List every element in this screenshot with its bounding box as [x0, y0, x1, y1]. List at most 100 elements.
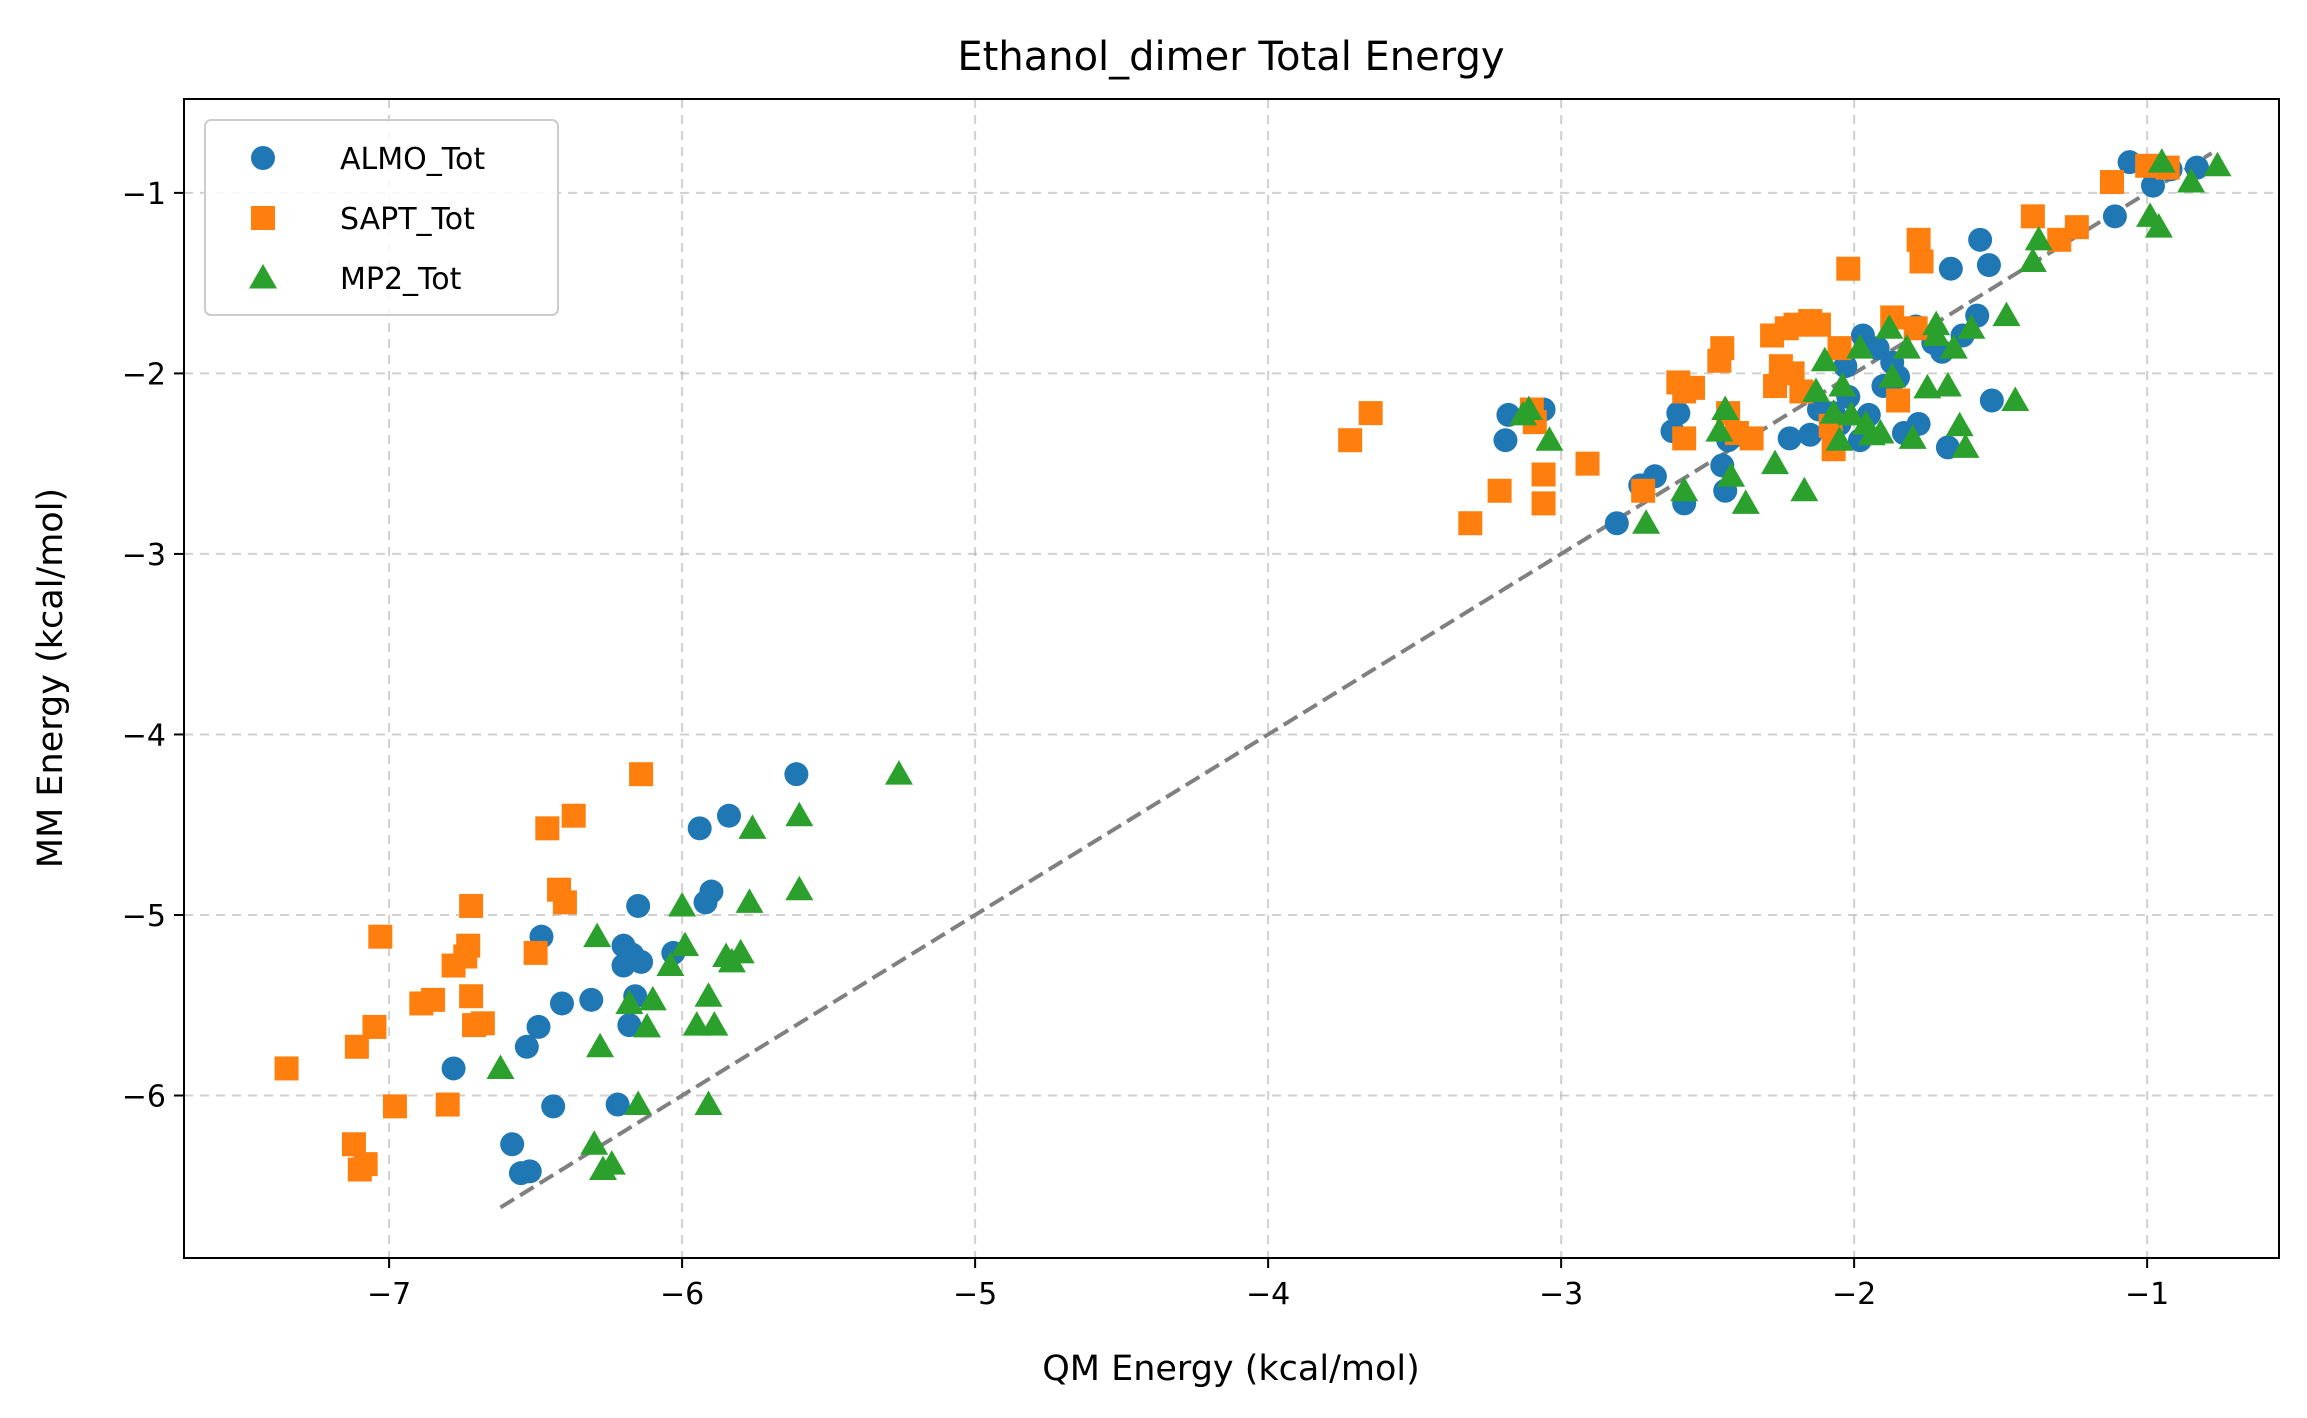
data-point	[1878, 363, 1907, 388]
legend: ALMO_Tot SAPT_Tot MP2_Tot	[204, 119, 559, 316]
data-point	[1810, 346, 1839, 372]
data-point	[2147, 148, 2176, 173]
data-point	[615, 989, 644, 1014]
y-tick-label: −2	[122, 357, 166, 392]
legend-marker-circle	[251, 146, 275, 170]
data-point	[1777, 426, 1802, 451]
data-point	[1631, 478, 1656, 503]
data-point	[526, 1014, 551, 1039]
data-point	[629, 762, 654, 787]
data-point	[274, 1056, 299, 1081]
data-point	[441, 1056, 466, 1081]
data-point	[1761, 449, 1790, 475]
data-point	[535, 816, 560, 841]
data-point	[459, 984, 484, 1009]
data-point	[1828, 372, 1857, 397]
data-point	[1632, 509, 1661, 534]
x-tick-label: −6	[660, 1277, 704, 1312]
data-point	[1945, 411, 1974, 437]
y-axis: −6 −5 −4 −3 −2 −1	[122, 177, 184, 1115]
gridlines	[184, 99, 2279, 1258]
series-sapt-tot	[274, 153, 2180, 1182]
data-point	[1825, 426, 1854, 451]
data-point	[1705, 417, 1734, 442]
data-point	[671, 931, 700, 957]
data-point	[694, 1090, 723, 1116]
data-point	[632, 1012, 661, 1038]
data-point	[1672, 426, 1697, 451]
data-point	[626, 893, 651, 918]
data-point	[1358, 401, 1383, 426]
data-point	[456, 933, 481, 958]
data-point	[541, 1094, 566, 1119]
data-point	[1968, 227, 1993, 252]
data-point	[2144, 213, 2173, 238]
x-tick-label: −3	[1539, 1277, 1583, 1312]
data-point	[738, 814, 767, 839]
identity-reference-line	[499, 151, 2213, 1210]
data-point	[1846, 334, 1874, 359]
data-point	[1514, 395, 1543, 421]
legend-marker-square	[251, 206, 275, 230]
data-point	[597, 1150, 626, 1175]
data-point	[1458, 511, 1483, 536]
data-point	[580, 1130, 609, 1155]
data-point	[2203, 151, 2232, 177]
data-point	[1922, 321, 1951, 346]
data-point	[517, 1159, 542, 1184]
data-point	[784, 762, 809, 787]
plot-frame	[183, 98, 2280, 1259]
data-points	[274, 148, 2232, 1186]
data-point	[549, 991, 574, 1016]
data-point	[638, 985, 667, 1011]
x-tick-label: −5	[953, 1277, 997, 1312]
data-point	[1575, 451, 1600, 476]
data-point	[1806, 312, 1831, 337]
data-point	[687, 816, 712, 841]
data-point	[1938, 256, 1963, 281]
x-tick-label: −2	[1832, 1277, 1876, 1312]
data-point	[1710, 336, 1735, 361]
data-point	[2177, 168, 2206, 193]
data-point	[1802, 377, 1831, 402]
data-point	[1976, 253, 2001, 278]
data-point	[1739, 426, 1764, 451]
data-point	[1711, 395, 1740, 421]
data-point	[694, 982, 723, 1007]
data-point	[668, 891, 697, 917]
legend-box	[204, 119, 559, 316]
data-point	[1892, 334, 1921, 359]
data-point	[1951, 433, 1980, 458]
x-tick-label: −7	[367, 1277, 411, 1312]
data-point	[1886, 388, 1911, 413]
data-point	[1836, 256, 1861, 281]
data-point	[617, 1013, 642, 1038]
data-point	[435, 1092, 460, 1117]
data-point	[1666, 401, 1691, 426]
data-point	[716, 803, 741, 828]
data-point	[353, 1152, 378, 1177]
data-point	[514, 1034, 539, 1059]
data-point	[368, 924, 393, 949]
data-point	[1487, 478, 1512, 503]
data-point	[1875, 314, 1904, 339]
data-point	[459, 893, 484, 918]
data-point	[561, 803, 586, 828]
reference-line	[499, 151, 2213, 1210]
data-point	[1837, 400, 1866, 426]
data-point	[2099, 170, 2124, 195]
data-point	[2102, 204, 2127, 229]
data-point	[1979, 388, 2004, 413]
data-point	[1717, 462, 1746, 487]
data-point	[1819, 399, 1848, 424]
data-point	[362, 1014, 387, 1039]
y-tick-label: −5	[122, 899, 166, 934]
y-tick-label: −3	[122, 538, 166, 573]
y-tick-label: −6	[122, 1080, 166, 1115]
series-mp2-tot	[486, 148, 2232, 1181]
data-point	[785, 875, 814, 901]
data-point	[2020, 204, 2045, 229]
x-axis-label: QM Energy (kcal/mol)	[1042, 1349, 1420, 1389]
data-point	[682, 1011, 711, 1036]
data-point	[1909, 249, 1934, 274]
